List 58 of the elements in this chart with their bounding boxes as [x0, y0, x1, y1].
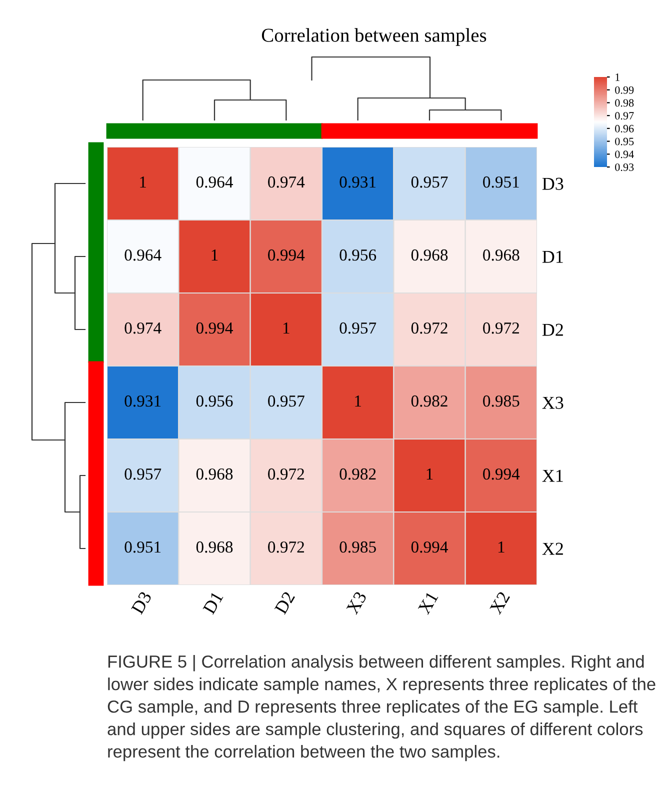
data-label: 0.972: [411, 322, 448, 334]
color-bar-label: 0.97: [615, 112, 634, 120]
color-bar-label: 0.99: [615, 86, 634, 94]
data-label: 1: [355, 396, 361, 407]
y-tick-label: X3: [542, 396, 564, 409]
y-tick-label: X2: [542, 542, 563, 555]
data-label: 0.985: [483, 395, 520, 407]
color-bar-label: 1: [616, 74, 620, 81]
data-label: 0.974: [268, 176, 305, 188]
data-label: 0.982: [411, 395, 448, 407]
data-label: 0.951: [124, 541, 161, 553]
x-tick-label: D2: [274, 591, 295, 615]
data-label: 1: [212, 250, 218, 261]
data-label: 0.972: [268, 541, 304, 553]
y-tick-label: D1: [542, 250, 563, 263]
color-bar-label: 0.95: [615, 138, 634, 146]
color-bar-label: 0.96: [615, 124, 634, 132]
data-label: 0.956: [340, 249, 376, 261]
x-tick-label: D3: [130, 590, 152, 615]
data-label: 0.964: [196, 176, 233, 188]
data-label: 0.956: [196, 395, 233, 407]
y-tick-label: D3: [542, 178, 564, 190]
data-label: 0.994: [411, 541, 448, 553]
data-label: 0.931: [124, 395, 161, 407]
color-bar-label: 0.94: [615, 150, 634, 158]
data-label: 0.994: [268, 249, 305, 261]
data-label: 0.957: [124, 468, 162, 480]
data-label: 0.968: [196, 541, 233, 553]
y-tick-label: X1: [542, 470, 563, 482]
data-label: 0.968: [196, 468, 233, 480]
data-label: 0.994: [483, 468, 520, 480]
data-label: 1: [283, 322, 290, 334]
x-tick-label: X2: [489, 591, 510, 615]
data-label: 1: [140, 176, 146, 188]
data-label: 0.968: [483, 249, 520, 261]
data-label: 0.931: [340, 176, 376, 188]
data-label: 0.957: [268, 395, 304, 407]
data-label: 1: [498, 542, 504, 553]
data-label: 0.951: [483, 176, 519, 188]
data-label: 0.972: [268, 468, 304, 480]
caption: FIGURE 5 | Correlation analysis between different samples. Right and lower sides indicate sample names, X represents three replicates of the CG sample, and D represents three replicates of the EG sample. Left and upper sides are sample clustering, and squares of different colors represent the correlation between the two samples.: [108, 655, 656, 762]
data-label: 0.972: [483, 322, 519, 334]
data-label: 0.964: [124, 249, 162, 261]
x-tick-label: D1: [202, 591, 224, 615]
data-label: 0.968: [411, 249, 448, 261]
data-label: 1: [426, 468, 433, 480]
chart-title: Correlation between samples: [262, 28, 486, 46]
data-label: 0.982: [340, 468, 376, 480]
x-tick-label: X3: [346, 590, 367, 615]
y-tick-label: D2: [542, 324, 563, 336]
data-label: 0.974: [124, 322, 162, 334]
data-label: 0.957: [411, 176, 448, 188]
x-tick-label: X1: [418, 591, 438, 615]
data-label: 0.957: [340, 322, 376, 334]
data-label: 0.994: [196, 322, 233, 334]
data-label: 0.985: [340, 541, 376, 553]
color-bar-label: 0.93: [615, 163, 634, 172]
color-bar-label: 0.98: [615, 99, 634, 107]
